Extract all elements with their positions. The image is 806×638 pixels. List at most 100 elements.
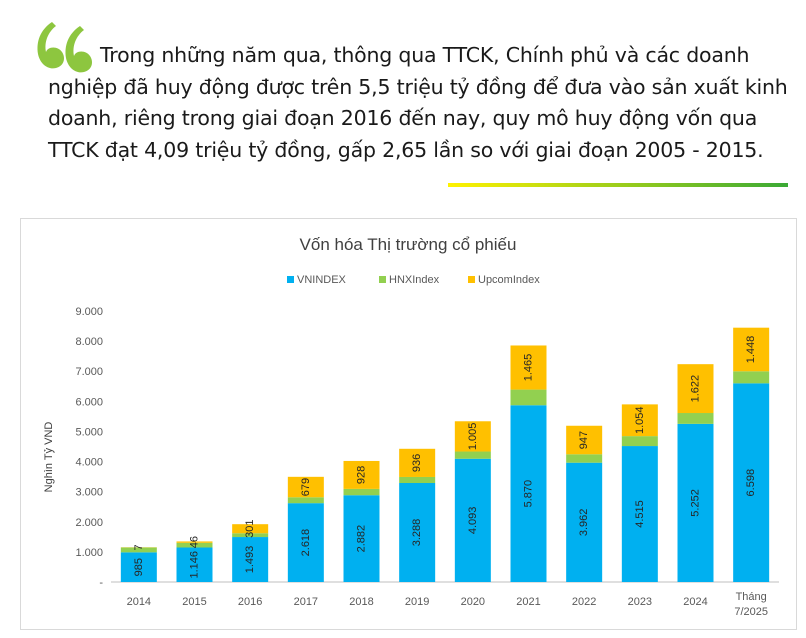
bar-vnindex [176, 547, 213, 582]
data-label-vnindex: 5.252 [690, 489, 702, 517]
bar-upcomindex [287, 476, 324, 498]
bar-vnindex [733, 383, 770, 582]
bar-upcomindex [677, 364, 714, 414]
data-label-vnindex: 1.493 [244, 546, 256, 574]
y-tick-label: 9.000 [75, 306, 103, 318]
y-tick-label: 7.000 [75, 366, 103, 378]
quote-text: Trong những năm qua, thông qua TTCK, Chí… [48, 40, 788, 166]
bar-upcomindex [399, 448, 436, 477]
chart-title: Vốn hóa Thị trường cổ phiếu [300, 235, 517, 254]
data-label-upcomindex: 1.465 [523, 354, 535, 382]
bar-hnxindex [287, 497, 324, 504]
chart-frame: Vốn hóa Thị trường cổ phiếu VNINDEX HNXIn… [20, 218, 797, 630]
bar-vnindex [399, 482, 436, 582]
data-label-upcomindex: 679 [300, 478, 312, 496]
y-tick-label: 8.000 [75, 336, 103, 348]
data-label-upcomindex: 1.448 [745, 336, 757, 364]
legend-item-hnxindex: HNXIndex [379, 274, 440, 286]
bar-hnxindex [733, 371, 770, 384]
x-tick-label: 2024 [683, 596, 707, 608]
quote-mark-icon [37, 22, 92, 73]
bar-hnxindex [399, 476, 436, 483]
data-label-vnindex: 4.515 [634, 500, 646, 528]
data-label-vnindex: 1.146 [189, 551, 201, 579]
bar-hnxindex [343, 488, 380, 496]
bar-vnindex [621, 446, 658, 582]
x-tick-label: 2014 [127, 596, 151, 608]
data-label-upcomindex: 1.622 [690, 375, 702, 403]
data-label-vnindex: 2.882 [356, 525, 368, 553]
bar-vnindex [287, 503, 324, 582]
legend-item-vnindex: VNINDEX [287, 274, 347, 286]
y-tick-label: 5.000 [75, 426, 103, 438]
bar-upcomindex [733, 327, 770, 372]
legend-swatch-upcomindex [468, 276, 475, 283]
bar-vnindex [566, 462, 603, 582]
data-label-vnindex: 5.870 [523, 480, 535, 508]
legend-swatch-vnindex [287, 276, 294, 283]
bar-vnindex [343, 495, 380, 582]
data-label-upcomindex: 301 [244, 520, 256, 538]
legend-swatch-hnxindex [379, 276, 386, 283]
data-label-vnindex: 4.093 [467, 507, 479, 535]
bar-hnxindex [454, 451, 491, 459]
quote-underline [448, 183, 788, 187]
bar-upcomindex [232, 524, 269, 534]
bar-vnindex [232, 537, 269, 582]
data-label-upcomindex: 46 [189, 536, 201, 548]
quote-paragraph: Trong những năm qua, thông qua TTCK, Chí… [48, 43, 788, 162]
bar-hnxindex [120, 547, 157, 553]
bar-hnxindex [510, 389, 547, 406]
data-label-vnindex: 985 [133, 558, 145, 576]
bar-upcomindex [454, 421, 491, 452]
x-tick-label: 2023 [628, 596, 652, 608]
data-label-upcomindex: 7 [133, 544, 145, 550]
y-tick-label: - [99, 577, 103, 589]
x-tick-label: 2019 [405, 596, 429, 608]
bar-upcomindex [621, 404, 658, 437]
y-axis-ticks: - 1.000 2.000 3.000 4.000 5.000 6.000 7.000 8.00… [75, 306, 103, 589]
x-tick-label: 2016 [238, 596, 262, 608]
data-label-upcomindex: 947 [578, 431, 590, 449]
bar-vnindex [120, 552, 157, 582]
bar-hnxindex [232, 533, 269, 538]
x-tick-label: 2018 [349, 596, 373, 608]
bar-vnindex [677, 423, 714, 582]
chart-legend: VNINDEX HNXIndex UpcomIndex [287, 274, 540, 286]
bar-hnxindex [677, 413, 714, 424]
data-label-vnindex: 2.618 [300, 529, 312, 557]
bar-upcomindex [510, 345, 547, 390]
quote-block: Trong những năm qua, thông qua TTCK, Chí… [0, 0, 806, 200]
x-tick-label: 2015 [182, 596, 206, 608]
bar-upcomindex [176, 541, 213, 543]
x-tick-label: 2021 [516, 596, 540, 608]
legend-label-upcomindex: UpcomIndex [478, 274, 540, 286]
data-label-upcomindex: 928 [356, 466, 368, 484]
data-label-vnindex: 3.288 [411, 519, 423, 547]
x-tick-label: 2022 [572, 596, 596, 608]
bar-hnxindex [621, 436, 658, 447]
x-tick-label: Tháng 7/2025 [734, 591, 768, 618]
data-label-upcomindex: 1.005 [467, 423, 479, 451]
data-label-upcomindex: 1.054 [634, 406, 646, 434]
bar-upcomindex [343, 460, 380, 489]
x-tick-label: 2020 [461, 596, 485, 608]
bars-group: 985 7 1.146 46 1.493 301 2.618 679 2.882 928 3.288… [120, 327, 770, 582]
bar-vnindex [454, 458, 491, 582]
bar-vnindex [510, 405, 547, 582]
x-tick-label: 2017 [294, 596, 318, 608]
y-tick-label: 2.000 [75, 517, 103, 529]
x-axis-ticks: 2014 2015 2016 2017 2018 2019 2020 2021 2022 2023… [127, 591, 768, 618]
data-label-upcomindex: 936 [411, 454, 423, 472]
data-label-vnindex: 3.962 [578, 509, 590, 537]
bar-upcomindex [566, 425, 603, 455]
y-tick-label: 6.000 [75, 396, 103, 408]
legend-label-hnxindex: HNXIndex [389, 274, 440, 286]
bar-hnxindex [176, 542, 213, 548]
y-tick-label: 3.000 [75, 487, 103, 499]
y-axis-label: Nghìn Tỷ VND [43, 422, 55, 493]
bar-hnxindex [566, 454, 603, 463]
legend-item-upcomindex: UpcomIndex [468, 274, 540, 286]
y-tick-label: 4.000 [75, 457, 103, 469]
legend-label-vnindex: VNINDEX [297, 274, 347, 286]
